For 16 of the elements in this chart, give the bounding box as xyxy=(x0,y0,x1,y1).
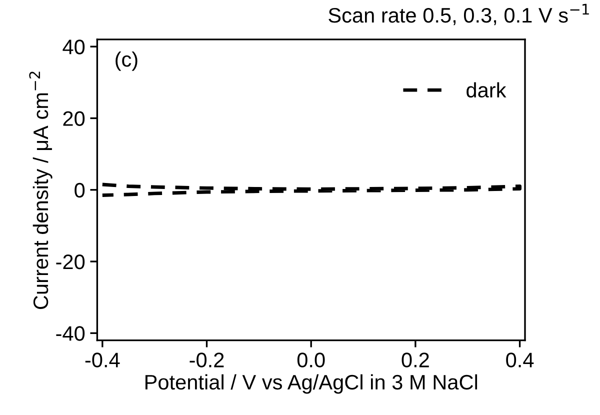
y-tick-label: 0 xyxy=(74,182,85,198)
line-series xyxy=(100,182,522,197)
x-tick-label: -0.4 xyxy=(85,352,120,368)
chart-title: Scan rate 0.5, 0.3, 0.1 V s$^{−1}$ xyxy=(328,4,589,26)
y-tick-label: 40 xyxy=(62,40,85,54)
x-tick-label: 0.4 xyxy=(506,352,534,368)
annotation: (c) xyxy=(116,51,138,71)
y-tick-label: -20 xyxy=(56,254,85,270)
y-tick-label: -40 xyxy=(56,326,85,341)
x-tick-label: 0.2 xyxy=(402,352,429,368)
x-tick-label: -0.2 xyxy=(190,352,224,368)
x-tick-label: 0.0 xyxy=(297,352,325,368)
x-axis-title: Potential / V vs Ag/AgCl in 3 M NaCl xyxy=(145,374,478,394)
legend-label: dark xyxy=(466,82,506,98)
y-tick-label: 20 xyxy=(63,111,85,126)
y-axis-title: Current density / μA cm$^{−2}$ xyxy=(29,72,52,310)
